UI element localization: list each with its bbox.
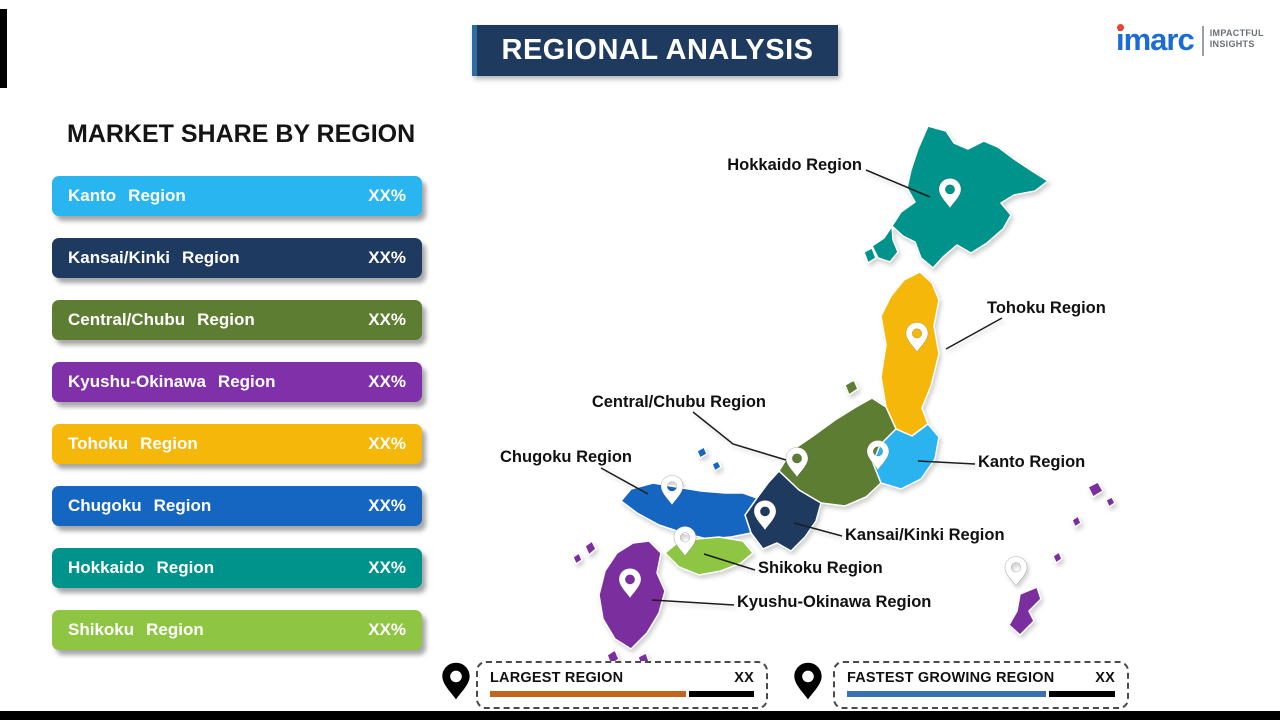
region-hokkaido: [891, 125, 1049, 269]
largest-region-value: XX: [734, 670, 754, 686]
region-share-value: XX%: [368, 310, 406, 329]
region-suffix: Region: [128, 186, 186, 205]
market-share-bar-chugoku: Chugoku Region XX%: [52, 486, 422, 526]
market-share-bar-kyushu-okinawa: Kyushu-Okinawa Region XX%: [52, 362, 422, 402]
region-name: Kansai/Kinki: [68, 248, 171, 267]
fastest-growing-bar-black: [1048, 691, 1115, 697]
largest-region-legend: LARGEST REGION XX: [476, 661, 768, 709]
tsushima-islet-2: [572, 552, 583, 565]
region-suffix: Region: [140, 434, 198, 453]
market-share-heading: MARKET SHARE BY REGION: [67, 120, 416, 148]
market-share-bar-central-chubu: Central/Chubu Region XX%: [52, 300, 422, 340]
region-suffix: Region: [182, 248, 240, 267]
largest-region-label: LARGEST REGION: [490, 670, 624, 686]
fastest-growing-pin-icon: [794, 662, 822, 700]
largest-region-pin-icon: [442, 662, 470, 700]
map-label-hokkaido: Hokkaido Region: [727, 156, 862, 174]
okinawa-islet-2: [1105, 496, 1116, 508]
sado-islet: [844, 379, 859, 396]
fastest-growing-bar-colored: [847, 691, 1046, 697]
logo-tagline-line2: INSIGHTS: [1209, 38, 1255, 49]
region-name: Kyushu-Okinawa: [68, 372, 206, 391]
region-name: Chugoku: [68, 496, 142, 515]
fastest-growing-bar: [847, 691, 1115, 697]
largest-region-bar-colored: [490, 691, 686, 697]
region-share-value: XX%: [368, 248, 406, 267]
region-suffix: Region: [217, 372, 276, 391]
region-share-value: XX%: [368, 558, 406, 577]
map-label-chugoku: Chugoku Region: [500, 448, 632, 466]
largest-region-bar: [490, 691, 754, 697]
region-tohoku: [880, 271, 940, 437]
region-share-value: XX%: [368, 620, 406, 639]
callout-line-hokkaido: [865, 169, 931, 198]
page-title: REGIONAL ANALYSIS: [501, 34, 814, 66]
market-share-list: Kanto Region XX% Kansai/Kinki Region XX%…: [52, 176, 422, 672]
region-name: Shikoku: [68, 620, 135, 639]
fastest-growing-label: FASTEST GROWING REGION: [847, 670, 1055, 686]
map-label-tohoku: Tohoku Region: [987, 299, 1106, 317]
map-label-shikoku: Shikoku Region: [758, 559, 883, 577]
japan-map: [572, 125, 1116, 667]
region-hokkaido-islet: [863, 247, 877, 264]
map-label-kanto: Kanto Region: [978, 453, 1086, 471]
market-share-bar-kansai: Kansai/Kinki Region XX%: [52, 238, 422, 278]
okinawa-islet-1: [1087, 481, 1104, 498]
region-suffix: Region: [156, 558, 215, 577]
region-share-value: XX%: [368, 434, 406, 453]
fastest-growing-legend: FASTEST GROWING REGION XX: [833, 661, 1129, 709]
logo-tagline: IMPACTFUL INSIGHTS: [1210, 24, 1264, 50]
region-share-value: XX%: [368, 186, 406, 205]
region-suffix: Region: [197, 310, 255, 329]
region-hokkaido-peninsula: [871, 225, 899, 263]
okinawa-islet-4: [1052, 551, 1063, 564]
map-label-kyushu-okinawa: Kyushu-Okinawa Region: [737, 593, 932, 611]
bottom-accent-bar: [0, 711, 1280, 720]
imarc-wordmark: imarc: [1116, 22, 1195, 57]
region-share-value: XX%: [368, 372, 406, 391]
oki-islet-2: [711, 460, 722, 472]
region-name: Central/Chubu: [68, 310, 186, 329]
logo-divider: [1201, 26, 1204, 56]
callout-line-tohoku: [945, 317, 1003, 350]
fastest-growing-value: XX: [1095, 670, 1115, 686]
region-name: Kanto: [68, 186, 117, 205]
tsushima-islet: [584, 540, 597, 556]
map-pin-okinawa: [1004, 556, 1028, 587]
callout-line-kansai: [793, 522, 843, 537]
okinawa-main-island: [1008, 586, 1042, 636]
imarc-logo: imarc IMPACTFUL INSIGHTS: [1116, 24, 1264, 56]
largest-region-bar-black: [688, 691, 754, 697]
callout-line-kanto: [917, 460, 976, 465]
region-name: Tohoku: [68, 434, 129, 453]
top-left-accent-bar: [0, 9, 7, 88]
callout-line-central-chubu: [692, 411, 787, 461]
logo-tagline-line1: IMPACTFUL: [1209, 28, 1264, 38]
okinawa-islet-3: [1071, 515, 1082, 528]
map-label-central-chubu: Central/Chubu Region: [591, 393, 766, 411]
region-chugoku: [620, 482, 758, 540]
callout-line-chugoku: [600, 467, 649, 495]
callout-line-kyushu-okinawa: [651, 599, 735, 606]
region-share-value: XX%: [368, 496, 406, 515]
region-name: Hokkaido: [68, 558, 145, 577]
market-share-bar-shikoku: Shikoku Region XX%: [52, 610, 422, 650]
page-title-box: REGIONAL ANALYSIS: [472, 25, 838, 76]
market-share-bar-hokkaido: Hokkaido Region XX%: [52, 548, 422, 588]
map-label-kansai: Kansai/Kinki Region: [845, 526, 1005, 544]
callout-line-shikoku: [703, 553, 756, 571]
imarc-logo-accent-dot: [1117, 24, 1124, 31]
region-suffix: Region: [146, 620, 204, 639]
region-suffix: Region: [153, 496, 212, 515]
market-share-bar-kanto: Kanto Region XX%: [52, 176, 422, 216]
market-share-bar-tohoku: Tohoku Region XX%: [52, 424, 422, 464]
oki-islet: [696, 446, 708, 459]
